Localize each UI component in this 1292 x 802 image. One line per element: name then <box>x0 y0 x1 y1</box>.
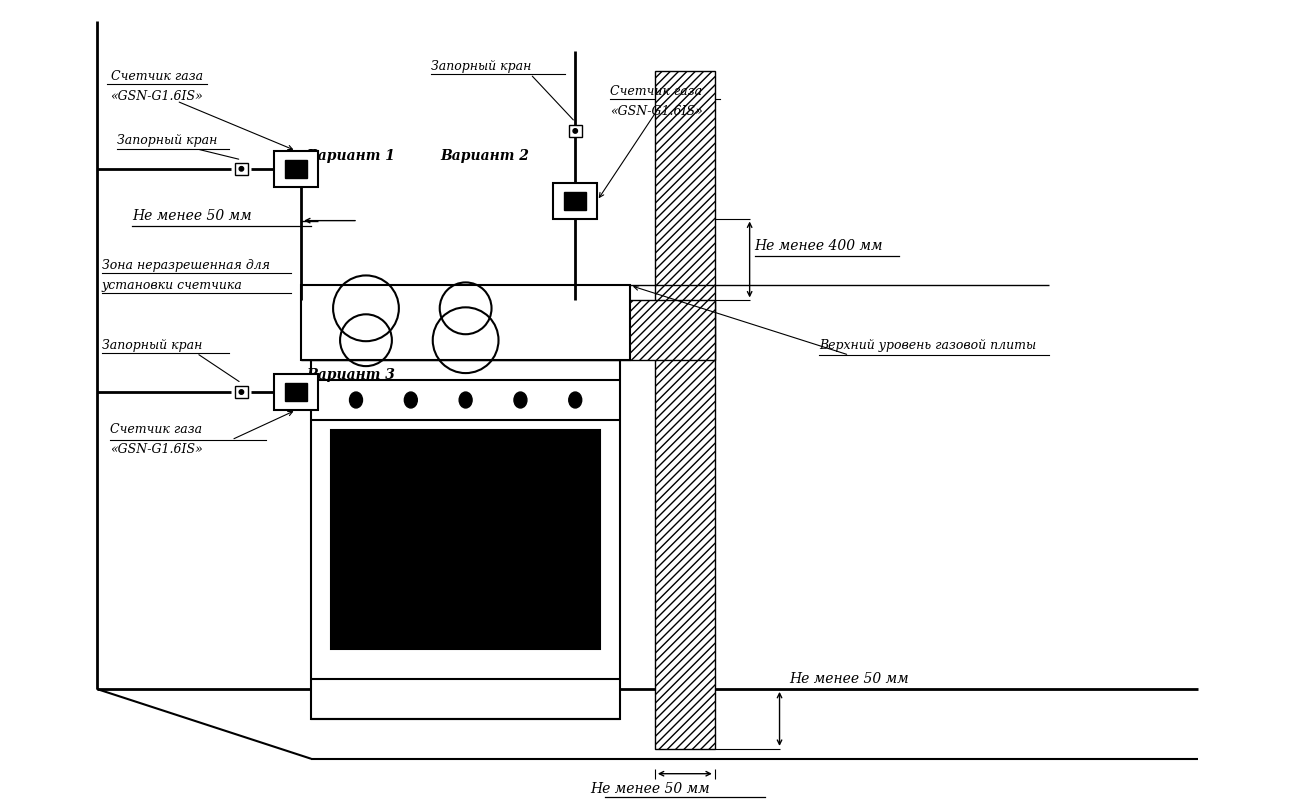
Text: установки счетчика: установки счетчика <box>102 279 243 292</box>
Bar <box>301 286 630 360</box>
Bar <box>274 374 318 410</box>
Text: «GSN-G1.6IS»: «GSN-G1.6IS» <box>110 444 203 456</box>
Ellipse shape <box>404 392 417 408</box>
Bar <box>274 151 318 187</box>
Circle shape <box>574 128 578 133</box>
Text: Счетчик газа: Счетчик газа <box>110 423 202 436</box>
Bar <box>286 383 307 401</box>
Text: «GSN-G1.6IS»: «GSN-G1.6IS» <box>610 104 703 118</box>
Bar <box>235 163 248 175</box>
Text: Зона неразрешенная для: Зона неразрешенная для <box>102 259 270 272</box>
Text: Запорный кран: Запорный кран <box>116 135 217 148</box>
Bar <box>311 360 620 719</box>
Text: Не менее 400 мм: Не менее 400 мм <box>755 238 884 253</box>
Bar <box>235 386 248 399</box>
Circle shape <box>239 167 244 171</box>
Text: Запорный кран: Запорный кран <box>430 59 531 73</box>
Text: Верхний уровень газовой плиты: Верхний уровень газовой плиты <box>819 338 1036 352</box>
Bar <box>301 301 714 360</box>
Text: Не менее 50 мм: Не менее 50 мм <box>590 782 709 796</box>
Text: Счетчик газа: Счетчик газа <box>111 70 203 83</box>
Bar <box>286 160 307 178</box>
Bar <box>565 192 587 209</box>
Bar <box>568 124 581 137</box>
Text: Не менее 50 мм: Не менее 50 мм <box>789 672 910 686</box>
Text: Не менее 50 мм: Не менее 50 мм <box>132 209 252 223</box>
Text: Запорный кран: Запорный кран <box>102 338 203 352</box>
Ellipse shape <box>350 392 363 408</box>
Text: Счетчик газа: Счетчик газа <box>610 84 703 98</box>
Bar <box>331 430 601 649</box>
Bar <box>655 71 714 749</box>
Text: Вариант 2: Вариант 2 <box>441 149 530 163</box>
Text: Вариант 1: Вариант 1 <box>306 149 395 163</box>
Bar <box>553 183 597 219</box>
Ellipse shape <box>459 392 472 408</box>
Text: «GSN-G1.6IS»: «GSN-G1.6IS» <box>110 90 203 103</box>
Circle shape <box>239 390 244 395</box>
Ellipse shape <box>514 392 527 408</box>
Text: Вариант 3: Вариант 3 <box>306 368 395 382</box>
Ellipse shape <box>568 392 581 408</box>
